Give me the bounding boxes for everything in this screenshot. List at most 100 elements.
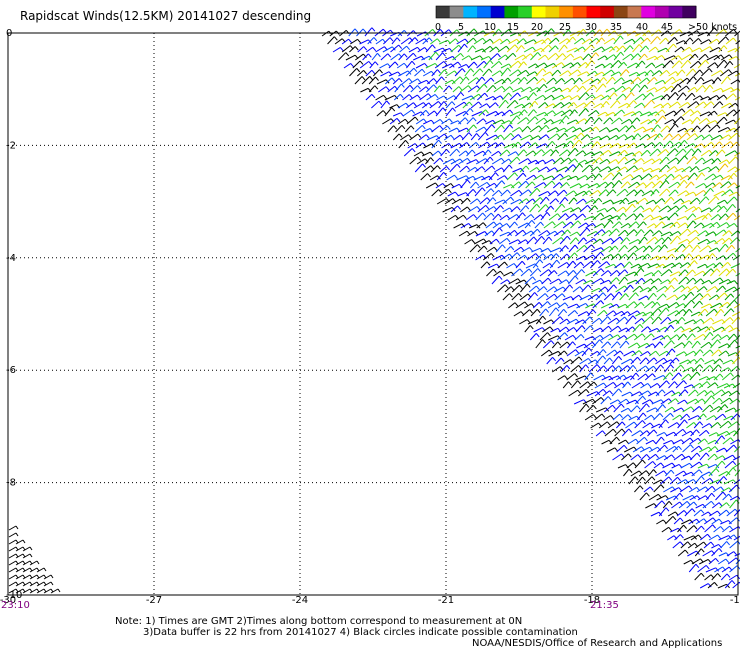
wind-barb-flag: [657, 263, 661, 268]
wind-barb: [564, 77, 573, 85]
wind-barb-flag: [466, 165, 470, 170]
wind-barb: [639, 357, 647, 365]
wind-barb-flag: [517, 60, 522, 65]
wind-barb: [422, 165, 432, 173]
wind-barb: [706, 286, 716, 293]
wind-barb-flag: [587, 284, 592, 289]
wind-barb-flag: [501, 124, 505, 129]
wind-barb-flag: [559, 182, 563, 187]
wind-barb: [551, 119, 562, 125]
wind-barb-flag: [692, 220, 697, 225]
wind-barb: [634, 420, 643, 429]
wind-barb-flag: [650, 69, 654, 74]
wind-barb: [609, 143, 619, 149]
wind-barb: [643, 229, 651, 237]
wind-barb-flag: [559, 316, 564, 321]
wind-barb: [574, 334, 582, 341]
wind-barb: [461, 95, 472, 101]
wind-barb: [617, 303, 626, 309]
wind-barb-flag: [621, 421, 626, 426]
wind-barb: [613, 51, 622, 61]
wind-barb-flag: [733, 172, 738, 177]
wind-barb: [632, 150, 640, 157]
wind-barb-flag: [666, 125, 671, 130]
wind-barb-flag: [683, 333, 688, 338]
wind-barb: [664, 406, 673, 413]
wind-barb: [585, 270, 595, 277]
wind-barb: [544, 110, 553, 117]
wind-barb: [675, 148, 684, 157]
wind-barb-flag: [651, 272, 655, 277]
wind-barb: [715, 491, 724, 501]
wind-barb: [733, 303, 740, 309]
wind-barb-flag: [645, 45, 650, 50]
wind-barb: [732, 311, 740, 317]
wind-barb-flag: [615, 45, 620, 51]
wind-barb-flag: [702, 503, 707, 509]
wind-barb: [626, 364, 634, 373]
wind-barb: [626, 462, 634, 469]
wind-barb: [540, 349, 550, 357]
wind-barb: [643, 99, 652, 109]
wind-barb: [586, 405, 594, 413]
wind-barb: [679, 262, 689, 269]
wind-barb-flag: [605, 100, 610, 106]
wind-barb-flag: [714, 27, 718, 32]
wind-barb: [568, 244, 576, 253]
wind-barb-flag: [738, 526, 740, 530]
wind-barb: [548, 133, 558, 141]
wind-barb: [620, 181, 628, 189]
wind-barb: [509, 69, 519, 77]
wind-barb: [575, 102, 585, 109]
wind-barb: [438, 101, 445, 109]
wind-barb: [639, 133, 648, 141]
wind-barb: [15, 581, 24, 587]
wind-barb: [396, 62, 405, 69]
wind-barb-flag: [693, 156, 698, 161]
wind-barb: [452, 86, 460, 93]
wind-barb-flag: [589, 316, 594, 321]
wind-barb-flag: [712, 253, 716, 258]
wind-barb: [645, 199, 654, 205]
wind-barb: [558, 115, 567, 125]
wind-barb: [560, 101, 570, 109]
wind-barb: [697, 463, 707, 469]
wind-barb-flag: [414, 37, 419, 42]
wind-barb: [642, 278, 652, 285]
wind-barb-flag: [430, 157, 435, 162]
wind-barb-flag: [688, 373, 692, 378]
wind-barb-flag: [717, 510, 721, 515]
wind-barb-flag: [693, 525, 698, 530]
wind-barb: [500, 279, 508, 285]
wind-barb: [431, 69, 438, 77]
wind-barb: [606, 189, 614, 197]
wind-barb: [456, 175, 467, 181]
wind-barb-flag: [643, 221, 647, 226]
wind-barb: [670, 141, 680, 149]
wind-barb-flag: [601, 229, 606, 234]
wind-barb: [534, 94, 544, 101]
wind-barb: [433, 157, 441, 165]
wind-barb: [722, 372, 731, 381]
wind-barb-flag: [680, 116, 685, 121]
wind-barb-flag: [667, 236, 672, 241]
wind-barb: [431, 139, 439, 149]
wind-barb: [544, 28, 552, 37]
wind-barb-flag: [584, 343, 588, 348]
wind-barb: [455, 214, 464, 221]
wind-barb: [710, 214, 719, 221]
wind-barb: [686, 269, 693, 277]
wind-barb-flag: [476, 244, 481, 249]
wind-barb: [724, 293, 732, 301]
wind-barb: [710, 302, 721, 309]
wind-barb: [588, 205, 596, 213]
wind-barb: [545, 205, 552, 213]
wind-barb: [686, 213, 694, 221]
wind-barb: [485, 134, 496, 141]
wind-barb-flag: [421, 125, 426, 130]
wind-barb: [689, 326, 699, 333]
wind-barb: [651, 423, 660, 429]
wind-barb-flag: [677, 101, 681, 106]
wind-barb: [473, 37, 483, 45]
wind-barb-flag: [714, 382, 719, 387]
